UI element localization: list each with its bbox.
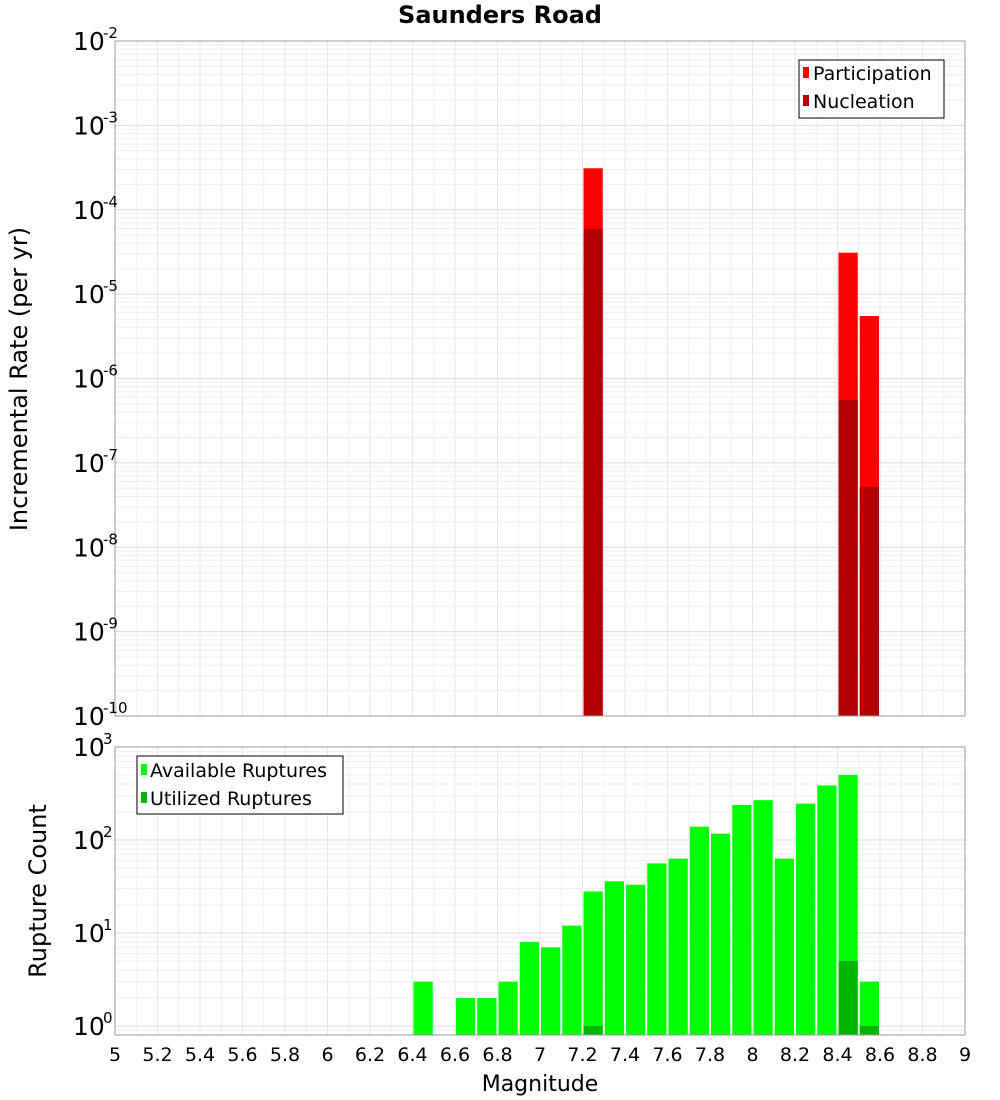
top-y-axis-label: Incremental Rate (per yr)	[5, 227, 33, 531]
bottom-y-tick-exponent: 1	[103, 916, 113, 934]
x-tick-label: 5.8	[270, 1044, 300, 1066]
bottom-bar-available-ruptures	[456, 997, 476, 1035]
x-tick-label: 7	[534, 1044, 546, 1066]
x-tick-label: 8.4	[822, 1044, 852, 1066]
x-tick-label: 8.8	[907, 1044, 937, 1066]
top-legend: Participation Nucleation	[798, 59, 945, 119]
legend-swatch-utilized	[141, 792, 147, 803]
top-y-tick-exponent: -6	[103, 362, 118, 380]
top-legend-box	[798, 59, 945, 119]
bottom-bar-available-ruptures	[647, 863, 667, 1035]
top-y-tick-exponent: -8	[103, 530, 118, 548]
top-y-tick-exponent: -2	[103, 24, 118, 42]
bottom-bar-utilized-ruptures	[859, 1025, 879, 1035]
legend-label-participation: Participation	[813, 63, 932, 85]
bottom-bar-available-ruptures	[604, 881, 624, 1035]
bottom-bar-available-ruptures	[413, 981, 433, 1035]
top-y-tick-label: 10	[73, 196, 105, 225]
bottom-bar-utilized-ruptures	[838, 960, 858, 1035]
x-tick-label: 7.8	[695, 1044, 725, 1066]
top-plot-frame	[114, 40, 966, 717]
legend-label-available: Available Ruptures	[150, 760, 327, 782]
top-bar-nucleation	[838, 399, 858, 716]
x-tick-label: 7.4	[610, 1044, 640, 1066]
bottom-bar-available-ruptures	[859, 981, 879, 1035]
bottom-y-tick-exponent: 0	[103, 1009, 113, 1027]
top-y-tick-label: 10	[73, 449, 105, 478]
top-y-tick-label: 10	[73, 618, 105, 647]
top-y-tick-label: 10	[73, 27, 105, 56]
top-y-tick-exponent: -10	[103, 699, 128, 717]
x-axis-label: Magnitude	[482, 1072, 599, 1097]
bottom-legend-box	[136, 755, 344, 815]
x-tick-label: 6.2	[355, 1044, 385, 1066]
x-tick-label: 7.2	[567, 1044, 597, 1066]
bottom-bar-available-ruptures	[583, 891, 603, 1035]
x-tick-label: 7.6	[652, 1044, 682, 1066]
top-y-tick-label: 10	[73, 111, 105, 140]
x-tick-label: 5.4	[185, 1044, 215, 1066]
x-tick-label: 8.6	[865, 1044, 895, 1066]
top-y-tick-label: 10	[73, 280, 105, 309]
bottom-bar-available-ruptures	[732, 804, 752, 1035]
top-y-tick-label: 10	[73, 533, 105, 562]
top-plot-grid	[114, 40, 966, 717]
legend-label-nucleation: Nucleation	[813, 91, 915, 113]
top-y-tick-exponent: -9	[103, 615, 118, 633]
bottom-y-tick-label: 10	[73, 1012, 105, 1041]
bottom-bar-available-ruptures	[796, 803, 816, 1035]
x-tick-label: 6.8	[482, 1044, 512, 1066]
bottom-bar-available-ruptures	[498, 981, 518, 1035]
bottom-plot-bars	[413, 774, 879, 1035]
bottom-bar-utilized-ruptures	[583, 1025, 603, 1035]
top-y-tick-exponent: -3	[103, 108, 118, 126]
bottom-y-tick-label: 10	[73, 826, 105, 855]
bottom-bar-available-ruptures	[711, 833, 731, 1035]
bottom-y-axis-label: Rupture Count	[24, 804, 52, 978]
top-y-tick-exponent: -7	[103, 446, 118, 464]
x-ticks: 5 5.2 5.4 5.6 5.8 6 6.2 6.4 6.6 6.8 7 7.2 7.4 7.6 7.8 8…	[109, 1044, 971, 1066]
legend-swatch-participation	[803, 67, 809, 78]
x-tick-label: 9	[959, 1044, 971, 1066]
bottom-bar-available-ruptures	[477, 997, 497, 1035]
top-y-tick-exponent: -4	[103, 193, 118, 211]
chart-title: Saunders Road	[398, 1, 602, 29]
bottom-bar-available-ruptures	[541, 947, 561, 1035]
legend-swatch-nucleation	[803, 95, 809, 106]
bottom-bar-available-ruptures	[562, 925, 582, 1035]
x-tick-label: 8.2	[780, 1044, 810, 1066]
bottom-bar-available-ruptures	[668, 858, 688, 1035]
x-tick-label: 8	[746, 1044, 758, 1066]
legend-label-utilized: Utilized Ruptures	[150, 788, 312, 810]
bottom-bar-available-ruptures	[626, 884, 646, 1035]
legend-swatch-available	[141, 764, 147, 775]
x-tick-label: 5.6	[227, 1044, 257, 1066]
bottom-y-tick-exponent: 2	[103, 823, 113, 841]
top-bar-nucleation	[859, 486, 879, 716]
bottom-y-tick-label: 10	[73, 919, 105, 948]
bottom-bar-available-ruptures	[817, 785, 837, 1035]
x-tick-label: 6.6	[440, 1044, 470, 1066]
bottom-legend: Available Ruptures Utilized Ruptures	[136, 755, 344, 815]
top-y-ticks: 10-210-310-410-510-610-710-810-910-10	[73, 24, 128, 731]
top-y-tick-exponent: -5	[103, 277, 118, 295]
top-y-tick-label: 10	[73, 365, 105, 394]
x-tick-label: 5	[109, 1044, 121, 1066]
bottom-y-tick-exponent: 3	[103, 730, 113, 748]
top-y-tick-label: 10	[73, 702, 105, 731]
top-plot-bars	[583, 168, 879, 716]
x-tick-label: 6	[321, 1044, 333, 1066]
bottom-bar-available-ruptures	[753, 800, 773, 1035]
x-tick-label: 5.2	[142, 1044, 172, 1066]
bottom-bar-available-ruptures	[774, 858, 794, 1035]
top-bar-nucleation	[583, 229, 603, 716]
bottom-bar-available-ruptures	[519, 942, 539, 1035]
bottom-plot-frame	[114, 746, 966, 1036]
bottom-y-tick-label: 10	[73, 733, 105, 762]
bottom-bar-available-ruptures	[689, 826, 709, 1035]
x-tick-label: 6.4	[397, 1044, 427, 1066]
